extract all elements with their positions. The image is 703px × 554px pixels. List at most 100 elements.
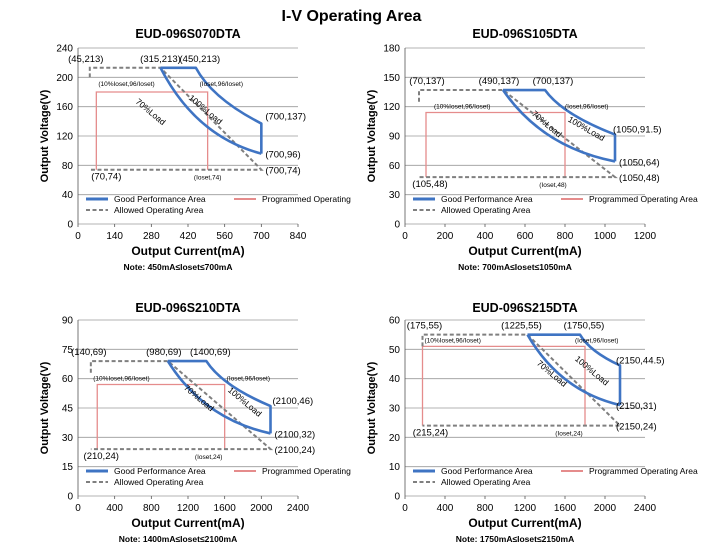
x-tick-label: 1600 — [214, 503, 237, 514]
annotation-10-ioset-96-ioset: (10%Ioset,96/Ioset) — [425, 337, 481, 344]
x-tick-label: 400 — [106, 503, 123, 514]
page-title: I-V Operating Area — [281, 8, 422, 25]
annotation-215-24: (215,24) — [413, 428, 448, 439]
x-tick-label: 0 — [402, 231, 408, 242]
y-tick-label: 120 — [56, 132, 73, 143]
annotation-315-213: (315,213) — [140, 54, 181, 65]
y-tick-label: 0 — [394, 492, 400, 503]
y-tick-label: 10 — [389, 462, 401, 473]
y-tick-label: 40 — [62, 190, 74, 201]
y-tick-label: 120 — [383, 102, 400, 113]
y-axis-label: Output Voltage(V) — [39, 361, 51, 454]
annotation-980-69: (980,69) — [146, 347, 181, 358]
chart-title: EUD-096S105DTA — [472, 27, 577, 41]
x-tick-label: 400 — [477, 231, 494, 242]
annotation-2100-46: (2100,46) — [273, 396, 314, 407]
x-tick-label: 280 — [143, 231, 160, 242]
y-axis-label: Output Voltage(V) — [39, 89, 51, 182]
legend-label-allowed: Allowed Operating Area — [441, 477, 531, 487]
annotation-70-74: (70,74) — [91, 172, 121, 183]
x-tick-label: 1200 — [177, 503, 200, 514]
annotation-70-137: (70,137) — [409, 76, 444, 87]
annotation-70-load: 70%Load — [535, 358, 569, 389]
y-tick-label: 50 — [389, 345, 401, 356]
x-tick-label: 560 — [216, 231, 233, 242]
annotation-1050-48: (1050,48) — [619, 173, 660, 184]
x-axis-label: Output Current(mA) — [131, 516, 244, 530]
series-programmed-operating-area — [95, 91, 209, 170]
y-tick-label: 30 — [62, 433, 74, 444]
x-axis-label: Output Current(mA) — [468, 244, 581, 258]
chart-note: Note: 450mA≤Ioset≤700mA — [123, 262, 232, 272]
series-allowed-operating-area — [421, 333, 623, 427]
legend-label-programmed: Programmed Operating Area — [262, 466, 352, 476]
annotation-2150-31: (2150,31) — [616, 401, 657, 412]
y-tick-label: 15 — [62, 462, 74, 473]
series-good-performance-area — [160, 66, 263, 154]
legend-label-good-performance: Good Performance Area — [114, 194, 206, 204]
legend-label-allowed: Allowed Operating Area — [441, 205, 531, 215]
annotation-105-48: (105,48) — [412, 179, 447, 190]
series-good-performance-inner-curve — [526, 334, 621, 407]
chart-title: EUD-096S070DTA — [135, 27, 240, 41]
x-tick-label: 1200 — [514, 503, 537, 514]
legend-label-good-performance: Good Performance Area — [441, 194, 533, 204]
y-tick-label: 240 — [56, 44, 73, 55]
y-tick-label: 150 — [383, 73, 400, 84]
y-tick-label: 90 — [62, 316, 74, 327]
legend-label-good-performance: Good Performance Area — [441, 466, 533, 476]
y-tick-label: 60 — [62, 374, 74, 385]
annotation-ioset-96-ioset: (Ioset,96/Ioset) — [227, 376, 270, 383]
series-good-performance-area — [167, 359, 272, 434]
x-tick-label: 0 — [75, 231, 81, 242]
series-programmed-operating-area — [421, 345, 586, 426]
x-tick-label: 2000 — [594, 503, 617, 514]
annotation-700-137: (700,137) — [533, 76, 574, 87]
x-tick-label: 400 — [437, 503, 454, 514]
annotation-700-96: (700,96) — [265, 150, 300, 161]
annotation-ioset-96-ioset: (Ioset,96/Ioset) — [565, 104, 608, 111]
annotation-1050-91-5: (1050,91.5) — [613, 125, 662, 136]
annotation-1750-55: (1750,55) — [564, 321, 605, 332]
y-tick-label: 0 — [67, 220, 73, 231]
series-good-performance-inner-curve — [501, 89, 616, 163]
y-tick-label: 90 — [389, 132, 401, 143]
annotation-ioset-96-ioset: (Ioset,96/Ioset) — [200, 81, 243, 88]
series-good-performance-inner-curve — [166, 360, 271, 435]
annotation-700-137: (700,137) — [265, 112, 306, 123]
annotation-70-load: 70%Load — [134, 96, 168, 127]
series-good-performance-area — [503, 88, 617, 162]
annotation-10-ioset-96-ioset: (10%Ioset,96/Ioset) — [98, 81, 154, 88]
annotation-ioset-48: (Ioset,48) — [539, 182, 566, 189]
y-tick-label: 60 — [389, 161, 401, 172]
annotation-ioset-24: (Ioset,24) — [555, 431, 582, 438]
series-allowed-operating-area — [418, 89, 618, 179]
y-tick-label: 20 — [389, 433, 401, 444]
annotation-1225-55: (1225,55) — [501, 321, 542, 332]
y-axis-label: Output Voltage(V) — [366, 89, 378, 182]
y-axis-label: Output Voltage(V) — [366, 361, 378, 454]
y-tick-label: 30 — [389, 190, 401, 201]
x-tick-label: 800 — [477, 503, 494, 514]
y-tick-label: 0 — [67, 492, 73, 503]
chart-eud-096s105dta: EUD-096S105DTA 0 30 60 90 120 150 180 0 200 400 600… — [366, 27, 698, 272]
annotation-2150-24: (2150,24) — [616, 422, 657, 433]
y-tick-label: 40 — [389, 374, 401, 385]
annotation-ioset-74: (Ioset,74) — [194, 175, 221, 182]
chart-eud-096s070dta: EUD-096S070DTA 0 40 80 120 160 200 240 0 140 280 42… — [39, 27, 352, 272]
x-tick-label: 700 — [253, 231, 270, 242]
x-tick-label: 600 — [517, 231, 534, 242]
chart-eud-096s215dta: EUD-096S215DTA 0 10 20 30 40 50 60 0 400 800 1200 16… — [366, 301, 698, 544]
x-tick-label: 840 — [290, 231, 307, 242]
x-tick-label: 140 — [106, 231, 123, 242]
annotation-45-213: (45,213) — [68, 54, 103, 65]
chart-eud-096s210dta: EUD-096S210DTA 0 15 30 45 60 75 90 0 400 800 1200 16… — [39, 301, 352, 544]
annotation-2150-44-5: (2150,44.5) — [616, 355, 665, 366]
x-tick-label: 1600 — [554, 503, 577, 514]
x-tick-label: 1200 — [634, 231, 657, 242]
x-axis-label: Output Current(mA) — [131, 244, 244, 258]
y-tick-label: 60 — [389, 316, 401, 327]
annotation-10-ioset-96-ioset: (10%Ioset,96/Ioset) — [434, 104, 490, 111]
x-tick-label: 800 — [143, 503, 160, 514]
x-tick-label: 420 — [180, 231, 197, 242]
